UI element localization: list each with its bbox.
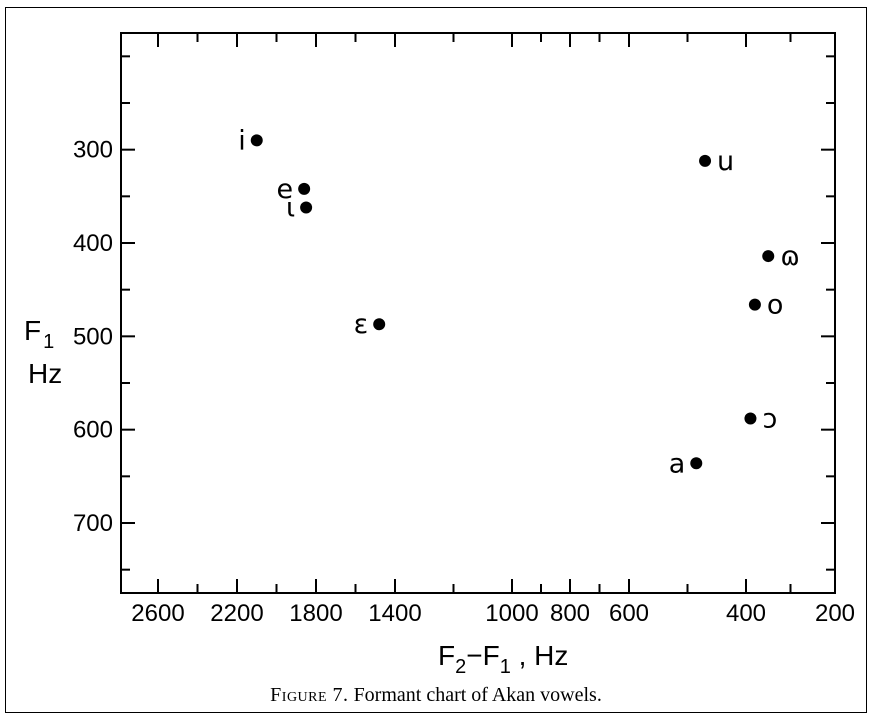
vowel-label: ɔ xyxy=(762,403,777,434)
vowel-label: e xyxy=(277,174,294,205)
x-axis-title-sub2: 2 xyxy=(455,656,466,678)
vowel-label: u xyxy=(717,146,734,177)
figure-caption: Figure 7. Formant chart of Akan vowels. xyxy=(0,684,872,707)
vowel-point xyxy=(300,201,313,214)
vowel-point xyxy=(690,457,703,470)
y-axis-title-line2: Hz xyxy=(28,358,62,389)
x-tick-label: 400 xyxy=(726,600,766,627)
y-tick-labels: 300 400 500 600 700 xyxy=(73,137,113,537)
y-axis-title-main: F xyxy=(24,315,41,346)
vowel-label: ɩ xyxy=(286,193,295,224)
y-tick-label: 700 xyxy=(73,510,113,537)
vowel-label: a xyxy=(669,448,686,479)
x-tick-label: 600 xyxy=(609,600,649,627)
y-tick-label: 300 xyxy=(73,137,113,164)
y-tick-label: 500 xyxy=(73,323,113,350)
data-points: ieɩ ɛ u ɷo ɔ a xyxy=(238,125,800,479)
vowel-label: ɛ xyxy=(354,309,369,340)
vowel-point xyxy=(744,412,757,425)
x-tick-labels: 2600 2200 1800 1400 1000 800 600 400 200 xyxy=(131,600,855,627)
x-tick-label: 1000 xyxy=(485,600,538,627)
x-axis-title-unit: , Hz xyxy=(511,640,569,671)
x-tick-label: 2600 xyxy=(131,600,184,627)
x-axis-title: F2−F1 , Hz xyxy=(438,640,568,678)
vowel-point xyxy=(250,134,263,147)
caption-text: Formant chart of Akan vowels. xyxy=(353,684,602,706)
x-tick-label: 800 xyxy=(550,600,590,627)
vowel-point xyxy=(748,298,761,311)
vowel-label: ɷ xyxy=(780,241,800,272)
x-axis-title-f2: F xyxy=(438,640,455,671)
vowel-label: o xyxy=(767,290,784,321)
x-tick-label: 1800 xyxy=(289,600,342,627)
x-tick-label: 200 xyxy=(815,600,855,627)
vowel-point xyxy=(298,182,311,195)
axis-ticks xyxy=(121,33,836,593)
x-axis-title-minus-f: −F xyxy=(466,640,499,671)
y-tick-label: 600 xyxy=(73,417,113,444)
x-tick-label: 1400 xyxy=(368,600,421,627)
y-axis-title-subscript: 1 xyxy=(43,331,54,353)
vowel-label: i xyxy=(238,125,246,156)
chart-frame xyxy=(5,7,867,713)
x-axis-title-sub1: 1 xyxy=(500,656,511,678)
vowel-point xyxy=(373,318,386,331)
vowel-point xyxy=(699,154,712,167)
caption-figure-number: Figure 7. xyxy=(270,684,349,706)
y-tick-label: 400 xyxy=(73,230,113,257)
x-tick-label: 2200 xyxy=(210,600,263,627)
plot-area xyxy=(120,32,836,594)
vowel-point xyxy=(762,250,775,263)
